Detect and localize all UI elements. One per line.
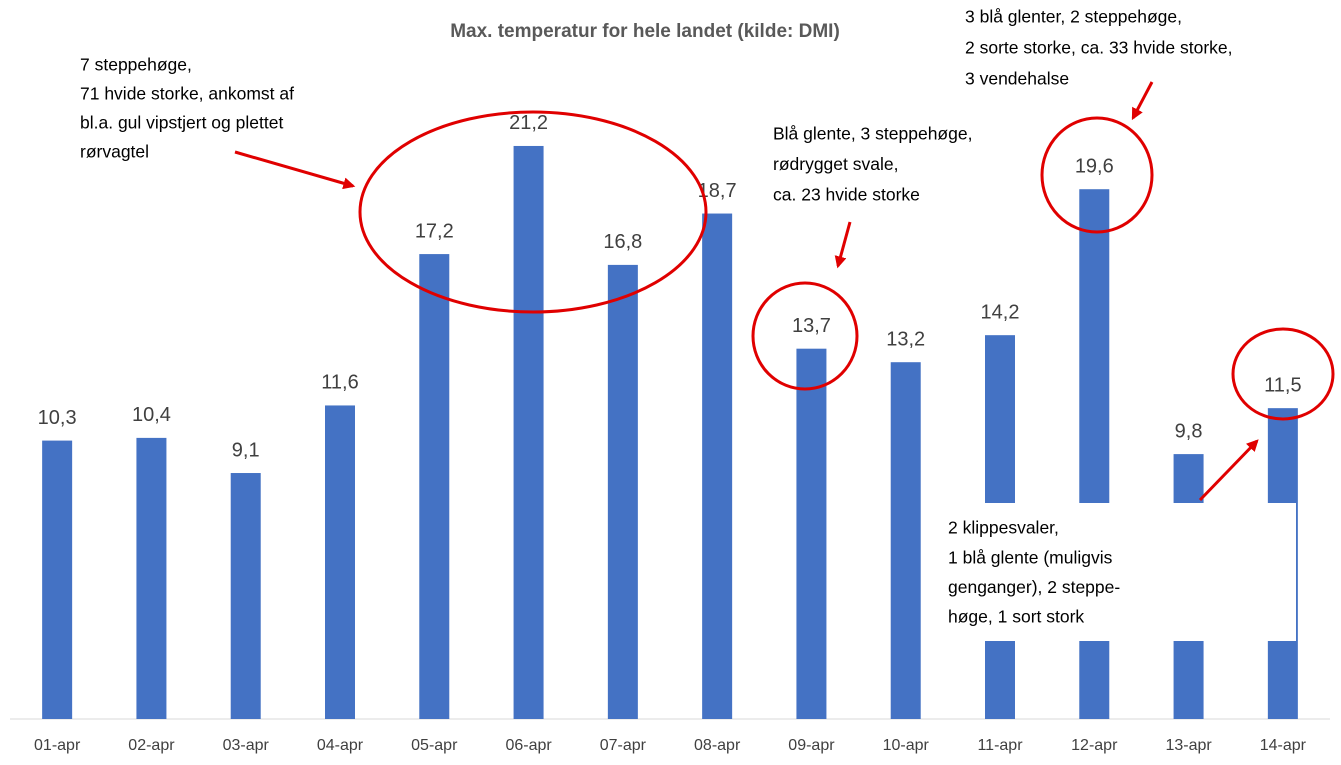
bar bbox=[230, 473, 261, 719]
bars: 01-apr 10,3 02-apr 10,4 03-apr 9,1 04-apr 11,6 0… bbox=[34, 112, 1307, 754]
bar bbox=[325, 405, 355, 719]
annotation-text: rødrygget svale, bbox=[773, 154, 898, 174]
x-tick-label: 05-apr bbox=[411, 737, 458, 754]
x-tick-label: 02-apr bbox=[128, 737, 175, 754]
annotation-text: 1 blå glente (muligvis bbox=[948, 547, 1113, 567]
bar bbox=[513, 145, 544, 719]
bar bbox=[607, 264, 638, 719]
data-label: 21,2 bbox=[509, 112, 548, 134]
highlight-circle bbox=[1040, 116, 1154, 234]
data-label: 13,7 bbox=[792, 315, 831, 337]
arrow bbox=[234, 150, 356, 190]
arrow bbox=[834, 221, 852, 269]
bar bbox=[796, 348, 827, 719]
annotation-text: 2 sorte storke, ca. 33 hvide storke, bbox=[965, 38, 1233, 58]
annotation-text: bl.a. gul vipstjert og plettet bbox=[80, 113, 283, 133]
chart-title: Max. temperatur for hele landet (kilde: … bbox=[450, 21, 840, 42]
x-tick-label: 06-apr bbox=[505, 737, 552, 754]
highlight-circle bbox=[751, 281, 859, 391]
annotation-text: rørvagtel bbox=[80, 142, 149, 162]
data-label: 13,2 bbox=[886, 328, 925, 350]
x-tick-label: 13-apr bbox=[1165, 737, 1212, 754]
annotation-text: 3 vendehalse bbox=[965, 69, 1069, 89]
x-tick-label: 11-apr bbox=[977, 737, 1023, 754]
x-tick-label: 12-apr bbox=[1071, 737, 1118, 754]
data-label: 16,8 bbox=[603, 231, 642, 253]
arrow bbox=[1198, 439, 1259, 502]
data-label: 10,4 bbox=[132, 404, 171, 426]
data-label: 11,6 bbox=[321, 372, 358, 394]
annotation-text: 71 hvide storke, ankomst af bbox=[80, 84, 294, 104]
x-tick-label: 07-apr bbox=[600, 737, 647, 754]
highlight-ellipse bbox=[358, 110, 708, 314]
bar bbox=[702, 213, 733, 719]
data-label: 9,1 bbox=[232, 439, 260, 461]
x-tick-label: 14-apr bbox=[1260, 737, 1307, 754]
bar bbox=[136, 437, 167, 719]
x-tick-label: 08-apr bbox=[694, 737, 741, 754]
x-tick-label: 03-apr bbox=[223, 737, 270, 754]
annotation-text: Blå glente, 3 steppehøge, bbox=[773, 124, 972, 144]
data-label: 9,8 bbox=[1175, 420, 1203, 442]
annotation-text: høge, 1 sort stork bbox=[948, 607, 1084, 627]
annotation-text: ca. 23 hvide storke bbox=[773, 185, 920, 205]
annotation-text: genganger), 2 steppe- bbox=[948, 577, 1120, 597]
x-tick-label: 01-apr bbox=[34, 737, 81, 754]
x-tick-label: 10-apr bbox=[883, 737, 930, 754]
data-label: 19,6 bbox=[1075, 155, 1114, 177]
data-label: 10,3 bbox=[38, 407, 77, 429]
annotation-text: 7 steppehøge, bbox=[80, 55, 192, 75]
annotation-text: 2 klippesvaler, bbox=[948, 518, 1059, 538]
annotation-box bbox=[940, 503, 1296, 641]
bar bbox=[42, 440, 73, 719]
annotation-text: 3 blå glenter, 2 steppehøge, bbox=[965, 7, 1182, 27]
annotations: 7 steppehøge, 71 hvide storke, ankomst af… bbox=[80, 7, 1233, 627]
data-label: 17,2 bbox=[415, 220, 454, 242]
arrow bbox=[1131, 81, 1154, 121]
x-tick-label: 04-apr bbox=[317, 737, 364, 754]
bar bbox=[419, 254, 450, 719]
bar bbox=[890, 362, 921, 719]
x-tick-label: 09-apr bbox=[788, 737, 835, 754]
data-label: 18,7 bbox=[698, 180, 737, 202]
highlight-circle bbox=[1231, 327, 1335, 421]
data-label: 14,2 bbox=[981, 301, 1020, 323]
data-label: 11,5 bbox=[1264, 374, 1301, 396]
